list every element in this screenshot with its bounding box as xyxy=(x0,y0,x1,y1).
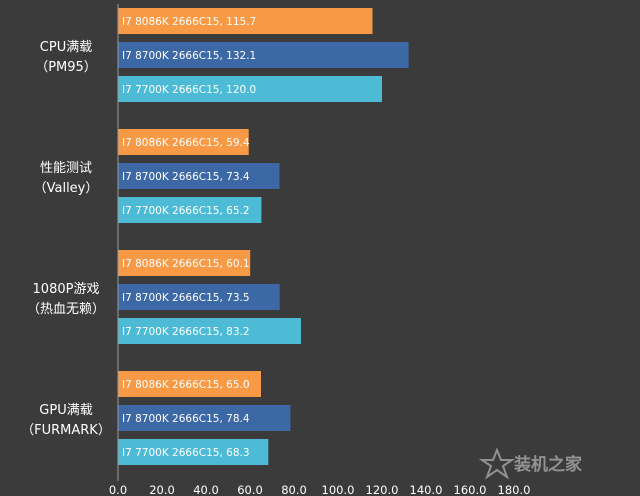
x-tick-label: 80.0 xyxy=(281,483,307,496)
category-label: （FURMARK） xyxy=(21,423,111,438)
x-tick-label: 60.0 xyxy=(237,483,263,496)
bar xyxy=(118,197,262,223)
bar xyxy=(118,76,382,102)
category-label: GPU满载 xyxy=(39,403,92,418)
x-tick-label: 140.0 xyxy=(410,483,443,496)
bar-data-label: I7 8086K 2666C15, 59.4 xyxy=(122,137,250,149)
category-label: （Valley） xyxy=(34,181,99,196)
bar xyxy=(118,318,301,344)
bar-data-label: I7 8700K 2666C15, 132.1 xyxy=(122,50,256,62)
bar xyxy=(118,439,269,465)
watermark-text: 装机之家 xyxy=(513,454,582,475)
bar-data-label: I7 7700K 2666C15, 83.2 xyxy=(122,326,250,338)
category-label: （PM95） xyxy=(35,60,97,75)
x-tick-label: 0.0 xyxy=(109,483,127,496)
bar-data-label: I7 8700K 2666C15, 73.5 xyxy=(122,292,250,304)
x-tick-label: 120.0 xyxy=(366,483,399,496)
category-label: CPU满载 xyxy=(40,40,92,55)
bar xyxy=(118,42,409,68)
bar-data-label: I7 8700K 2666C15, 78.4 xyxy=(122,413,250,425)
category-label: （热血无赖） xyxy=(27,302,105,317)
watermark: 装机之家 xyxy=(478,447,582,480)
bar-data-label: I7 7700K 2666C15, 120.0 xyxy=(122,84,256,96)
bar-data-label: I7 7700K 2666C15, 65.2 xyxy=(122,205,250,217)
x-tick-label: 40.0 xyxy=(193,483,219,496)
x-tick-label: 160.0 xyxy=(454,483,487,496)
x-tick-label: 180.0 xyxy=(498,483,531,496)
bar xyxy=(118,8,373,34)
bar-data-label: I7 8700K 2666C15, 73.4 xyxy=(122,171,250,183)
x-tick-label: 20.0 xyxy=(149,483,175,496)
star-icon xyxy=(478,447,516,480)
category-label: 性能测试 xyxy=(40,161,92,176)
bar-data-label: I7 8086K 2666C15, 65.0 xyxy=(122,379,250,391)
bar xyxy=(118,129,249,155)
category-label: 1080P游戏 xyxy=(33,282,100,297)
bar-data-label: I7 8086K 2666C15, 60.1 xyxy=(122,258,250,270)
bar xyxy=(118,405,291,431)
bar xyxy=(118,284,280,310)
x-tick-label: 100.0 xyxy=(322,483,355,496)
bar xyxy=(118,163,280,189)
bar xyxy=(118,371,261,397)
bar-data-label: I7 7700K 2666C15, 68.3 xyxy=(122,447,250,459)
bar-data-label: I7 8086K 2666C15, 115.7 xyxy=(122,16,256,28)
bar xyxy=(118,250,251,276)
